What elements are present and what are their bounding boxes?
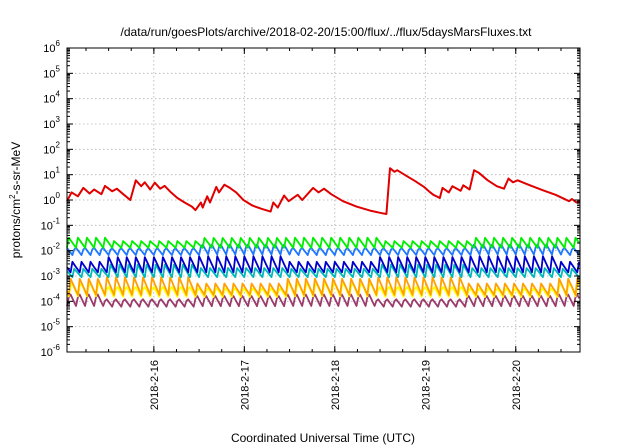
y-tick-label-base: 10 — [43, 119, 55, 131]
y-tick-label-base: 10 — [43, 144, 55, 156]
y-tick-label-base: 10 — [43, 195, 55, 207]
y-tick-label: 102 — [43, 140, 60, 156]
y-tick-label-exponent: -6 — [53, 343, 61, 352]
y-axis-label-base: protons/cm — [9, 199, 23, 258]
y-tick-label-base: 10 — [41, 347, 53, 359]
y-tick-label-exponent: 1 — [56, 166, 61, 175]
y-tick-label: 10-6 — [41, 343, 61, 359]
x-tick-label: 2018-2-17 — [239, 360, 251, 410]
x-tick-label: 2018-2-18 — [330, 360, 342, 410]
y-tick-label-base: 10 — [41, 296, 53, 308]
chart-title: /data/run/goesPlots/archive/2018-02-20/1… — [121, 25, 533, 39]
y-tick-label-exponent: -1 — [53, 216, 61, 225]
y-tick-label-exponent: -5 — [53, 318, 61, 327]
y-tick-label-exponent: 4 — [56, 90, 61, 99]
y-tick-label: 103 — [43, 115, 60, 131]
y-tick-label-base: 10 — [43, 94, 55, 106]
series-line-5 — [66, 276, 580, 296]
series-line-0 — [66, 167, 581, 215]
y-tick-label-exponent: -2 — [53, 242, 61, 251]
y-tick-label: 10-3 — [41, 267, 61, 283]
series-line-3 — [66, 255, 580, 274]
series-line-1 — [66, 236, 580, 249]
plot-area — [66, 167, 581, 308]
y-tick-label: 100 — [43, 191, 60, 207]
y-tick-label-base: 10 — [43, 43, 55, 55]
y-tick-label-base: 10 — [41, 271, 53, 283]
y-tick-label: 101 — [43, 166, 60, 182]
y-tick-label-base: 10 — [41, 322, 53, 334]
y-axis-label-tail: -s-sr-MeV — [9, 142, 23, 195]
y-tick-label-base: 10 — [43, 68, 55, 80]
y-tick-label: 106 — [43, 39, 60, 55]
plot-frame — [66, 47, 581, 353]
y-tick-label: 105 — [43, 64, 60, 80]
y-tick-label: 10-1 — [41, 216, 61, 232]
y-axis-label: protons/cm2-s-sr-MeV — [8, 142, 23, 258]
y-tick-label: 10-4 — [41, 292, 61, 308]
y-tick-label-exponent: -3 — [53, 267, 61, 276]
y-tick-label-exponent: 5 — [56, 64, 61, 73]
y-tick-label-exponent: 3 — [56, 115, 61, 124]
x-tick-label: 2018-2-16 — [149, 360, 161, 410]
x-tick-label: 2018-2-20 — [511, 360, 523, 410]
x-axis-label: Coordinated Universal Time (UTC) — [231, 431, 415, 445]
y-tick-label-exponent: 0 — [56, 191, 61, 200]
y-tick-label-base: 10 — [43, 170, 55, 182]
y-tick-label-exponent: -4 — [53, 292, 61, 301]
y-axis-label-superscript: 2 — [8, 194, 17, 199]
y-tick-label: 10-5 — [41, 318, 61, 334]
y-tick-label: 104 — [43, 90, 60, 106]
y-tick-label-base: 10 — [41, 246, 53, 258]
series-line-2 — [66, 243, 580, 256]
y-tick-label-exponent: 2 — [56, 140, 61, 149]
y-tick-label: 10-2 — [41, 242, 61, 258]
y-tick-label-exponent: 6 — [56, 39, 61, 48]
y-tick-label-base: 10 — [41, 220, 53, 232]
x-tick-label: 2018-2-19 — [420, 360, 432, 410]
series-line-4 — [66, 263, 580, 279]
